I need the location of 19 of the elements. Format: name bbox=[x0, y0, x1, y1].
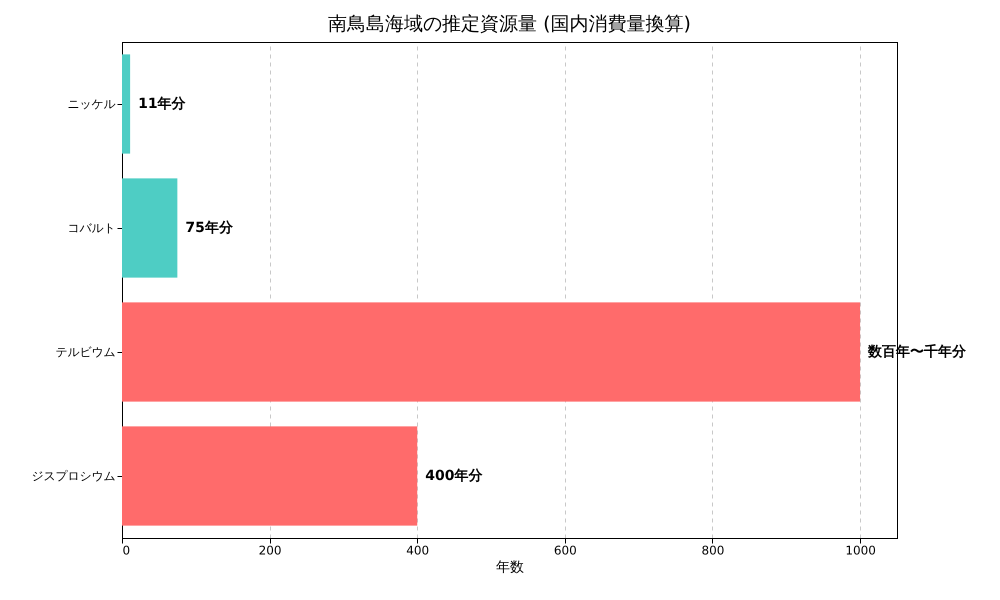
bar bbox=[122, 302, 860, 402]
y-tick-label: テルビウム bbox=[56, 345, 116, 359]
x-tick-label: 600 bbox=[554, 544, 577, 558]
y-tick-label: ジスプロシウム bbox=[32, 469, 116, 483]
data-label: 400年分 bbox=[425, 468, 484, 484]
data-label: 75年分 bbox=[185, 220, 234, 236]
bar bbox=[122, 54, 130, 154]
y-tick-label: コバルト bbox=[68, 221, 116, 235]
x-axis-title: 年数 bbox=[496, 560, 524, 576]
x-tick-label: 0 bbox=[122, 544, 130, 558]
bar bbox=[122, 426, 418, 526]
data-label: 11年分 bbox=[138, 96, 187, 112]
x-tick-label: 200 bbox=[258, 544, 282, 558]
x-tick-label: 400 bbox=[406, 544, 430, 558]
y-tick-label: ニッケル bbox=[68, 97, 116, 111]
x-tick-label: 800 bbox=[702, 544, 724, 558]
chart-title: 南鳥島海域の推定資源量 (国内消費量換算) bbox=[328, 13, 691, 35]
bar bbox=[122, 178, 178, 278]
x-tick-label: 1000 bbox=[845, 544, 876, 558]
